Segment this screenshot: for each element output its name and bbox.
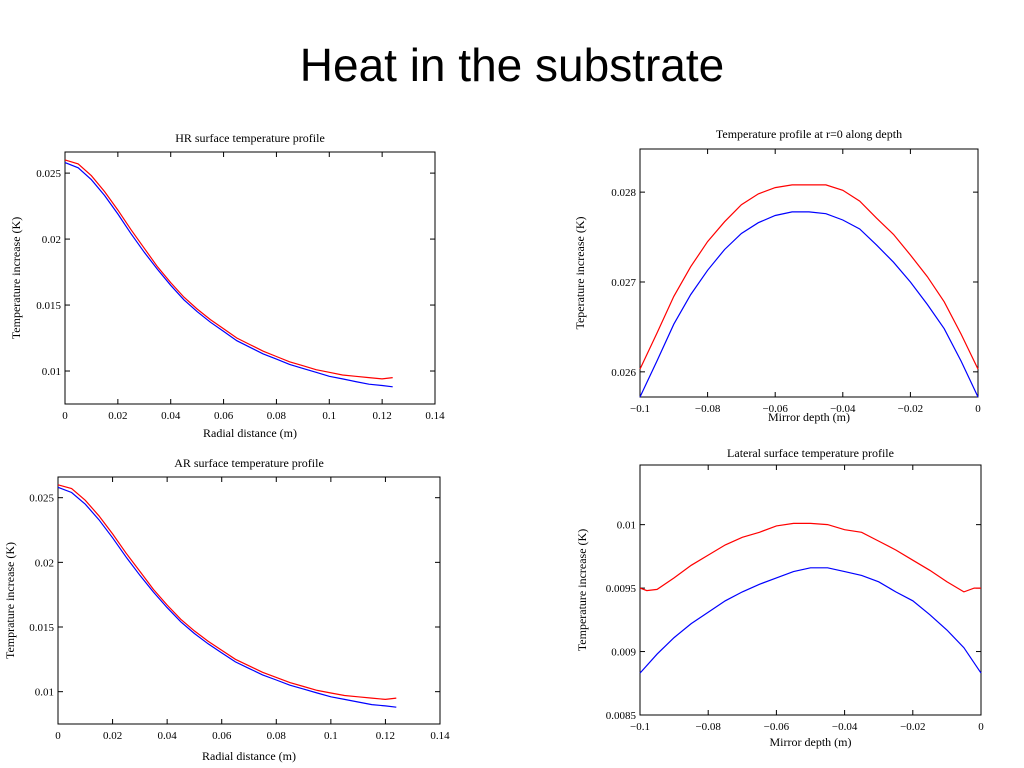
- y-tick-label: 0.0085: [606, 710, 637, 722]
- y-tick-label: 0.025: [29, 493, 54, 505]
- blue-series-line: [57, 486, 397, 708]
- red-series-line: [64, 159, 393, 380]
- x-axis-label: Radial distance (m): [203, 426, 297, 440]
- x-tick-label: −0.06: [762, 403, 788, 415]
- lateral-chart-svg: Lateral surface temperature profile −0.1 −…: [575, 446, 984, 749]
- x-tick-label: 0.08: [267, 410, 287, 422]
- slide-title: Heat in the substrate: [299, 39, 725, 91]
- y-tick-label: 0.01: [35, 687, 54, 699]
- x-tick-label: −0.08: [695, 403, 721, 415]
- x-tick-label: 0: [62, 410, 68, 422]
- y-tick-label: 0.009: [611, 647, 636, 659]
- x-axis-label: Mirror depth (m): [770, 735, 852, 749]
- x-tick-label: −0.04: [832, 721, 858, 733]
- y-tick-label: 0.02: [35, 557, 54, 569]
- lateral-temperature-chart: Lateral surface temperature profile −0.1 −…: [568, 440, 1008, 758]
- y-tick-label: 0.0095: [606, 583, 637, 595]
- x-tick-label: 0: [975, 403, 981, 415]
- x-tick-label: 0: [55, 730, 61, 742]
- x-tick-label: 0.04: [161, 410, 181, 422]
- y-tick-label: 0.02: [42, 234, 61, 246]
- y-tick-label: 0.026: [611, 367, 636, 379]
- hr-surface-temperature-chart: HR surface temperature profile 0 0.02 0.04 0…: [0, 125, 450, 445]
- depth-temperature-chart: Temperature profile at r=0 along depth −0…: [568, 122, 1008, 432]
- x-tick-label: −0.1: [630, 721, 650, 733]
- y-tick-label: 0.015: [29, 622, 54, 634]
- plot-frame: [639, 148, 979, 398]
- x-tick-label: 0.06: [214, 410, 234, 422]
- x-axis-label: Mirror depth (m): [768, 410, 850, 424]
- x-tick-label: 0.14: [425, 410, 445, 422]
- chart-title: Temperature profile at r=0 along depth: [716, 127, 902, 141]
- x-tick-label: −0.04: [830, 403, 856, 415]
- x-tick-label: 0.04: [158, 730, 178, 742]
- y-tick-label: 0.025: [36, 168, 61, 180]
- x-tick-label: 0.08: [267, 730, 287, 742]
- ar-chart-svg: AR surface temperature profile 0 0.02 0.04 0…: [3, 456, 450, 763]
- red-series-line: [57, 484, 397, 701]
- blue-series-line: [639, 567, 982, 674]
- chart-title: HR surface temperature profile: [175, 131, 325, 145]
- y-tick-label: 0.027: [611, 277, 636, 289]
- ar-surface-temperature-chart: AR surface temperature profile 0 0.02 0.04 0…: [0, 450, 450, 765]
- x-tick-label: −0.02: [900, 721, 925, 733]
- x-tick-label: −0.1: [630, 403, 650, 415]
- red-series-line: [639, 184, 979, 370]
- y-axis-label: Teperature increase (K): [573, 216, 587, 329]
- x-axis-label: Radial distance (m): [202, 749, 296, 763]
- x-tick-label: 0.12: [376, 730, 395, 742]
- x-tick-label: 0.1: [322, 410, 336, 422]
- plot-frame: [57, 476, 441, 725]
- x-tick-label: −0.02: [898, 403, 923, 415]
- y-axis-label: Temperature increase (K): [575, 529, 589, 651]
- y-tick-label: 0.01: [617, 520, 636, 532]
- plot-frame: [639, 464, 982, 716]
- y-tick-label: 0.01: [42, 366, 61, 378]
- red-series-line: [639, 522, 981, 593]
- x-tick-label: 0.06: [212, 730, 232, 742]
- x-tick-label: 0.14: [430, 730, 450, 742]
- y-tick-label: 0.015: [36, 300, 61, 312]
- x-tick-label: −0.08: [695, 721, 721, 733]
- y-axis-label: Temperature increase (K): [9, 217, 23, 339]
- blue-series-line: [64, 162, 393, 388]
- x-tick-label: 0: [978, 721, 984, 733]
- x-tick-label: 0.1: [324, 730, 338, 742]
- x-tick-label: 0.02: [103, 730, 122, 742]
- x-tick-label: −0.06: [764, 721, 790, 733]
- x-tick-label: 0.12: [373, 410, 392, 422]
- hr-chart-svg: HR surface temperature profile 0 0.02 0.04 0…: [9, 131, 445, 440]
- y-tick-label: 0.028: [611, 187, 636, 199]
- plot-frame: [64, 151, 436, 405]
- y-axis-label: Temprature increase (K): [3, 542, 17, 659]
- chart-title: AR surface temperature profile: [174, 456, 324, 470]
- blue-series-line: [639, 211, 979, 398]
- chart-title: Lateral surface temperature profile: [727, 446, 894, 460]
- x-tick-label: 0.02: [108, 410, 127, 422]
- depth-chart-svg: Temperature profile at r=0 along depth −0…: [573, 127, 981, 424]
